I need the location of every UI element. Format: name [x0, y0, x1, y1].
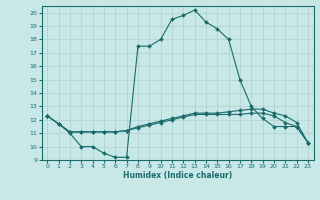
X-axis label: Humidex (Indice chaleur): Humidex (Indice chaleur) — [123, 171, 232, 180]
